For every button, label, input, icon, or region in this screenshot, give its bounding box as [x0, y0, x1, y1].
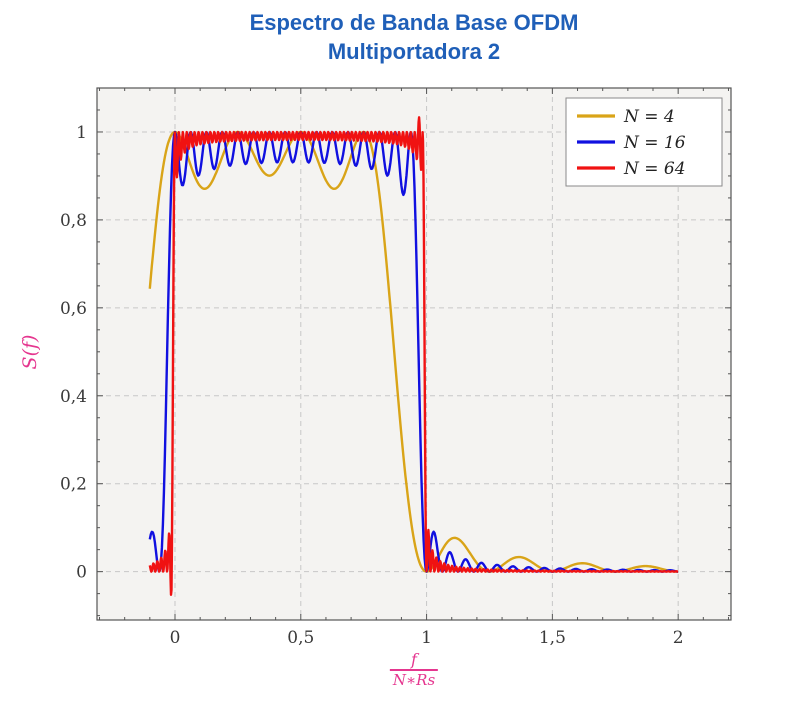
x-label-numerator: f [411, 650, 417, 669]
x-axis-label: f N∗Rs [389, 650, 439, 690]
legend-label: N = 4 [623, 107, 675, 127]
y-tick-label: 0,2 [60, 475, 87, 495]
y-axis-label: S(f) [19, 334, 41, 370]
x-axis-fraction: f N∗Rs [389, 650, 439, 690]
x-label-denominator: N∗Rs [392, 670, 436, 689]
x-tick-label: 2 [673, 628, 684, 648]
x-tick-label: 1,5 [539, 628, 566, 648]
legend-label: N = 16 [623, 133, 686, 153]
x-tick-label: 0,5 [287, 628, 314, 648]
legend-label: N = 64 [623, 159, 686, 179]
y-tick-label: 0,8 [60, 211, 87, 231]
plot-frame [96, 87, 732, 621]
fraction-bar [389, 669, 439, 671]
x-tick-label: 1 [421, 628, 432, 648]
chart-title-line2: Multiportadora 2 [327, 39, 501, 65]
x-tick-label: 0 [170, 628, 181, 648]
y-tick-label: 0,6 [60, 299, 87, 319]
y-tick-label: 1 [76, 123, 87, 143]
series-line-n64 [148, 116, 679, 596]
y-tick-label: 0 [76, 563, 87, 583]
y-tick-label: 0,4 [60, 387, 87, 407]
chart-title-line1: Espectro de Banda Base OFDM [249, 10, 579, 35]
chart-title: Espectro de Banda Base OFDM Multiportado… [97, 8, 731, 66]
